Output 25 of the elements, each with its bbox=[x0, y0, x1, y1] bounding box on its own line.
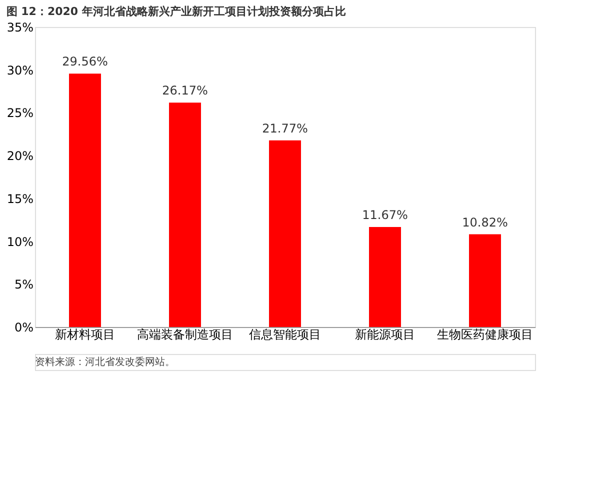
data-label: 11.67% bbox=[362, 208, 408, 222]
data-label: 29.56% bbox=[62, 54, 108, 69]
data-label: 26.17% bbox=[162, 84, 208, 98]
y-tick-label: 30% bbox=[6, 63, 34, 78]
text: 资料来源：河北省发改委网站。 bbox=[35, 356, 175, 368]
bar bbox=[369, 226, 401, 327]
y-tick-label: 15% bbox=[6, 192, 34, 206]
y-tick-label: 5% bbox=[14, 278, 34, 292]
y-tick-label: 0% bbox=[14, 320, 34, 334]
bar bbox=[269, 140, 301, 327]
bar bbox=[69, 74, 101, 327]
data-label: 10.82% bbox=[462, 215, 508, 230]
y-tick-label: 20% bbox=[6, 149, 34, 164]
y-tick-label: 35% bbox=[6, 20, 34, 34]
y-tick-label: 10% bbox=[6, 234, 34, 249]
x-tick-label: 新能源项目 bbox=[355, 328, 415, 342]
chart-title: 图 12：2020 年河北省战略新兴产业新开工项目计划投资额分项占比 bbox=[6, 5, 346, 18]
x-tick-label: 生物医药健康项目 bbox=[437, 328, 533, 342]
bar bbox=[469, 234, 501, 327]
x-tick-label: 信息智能项目 bbox=[249, 328, 321, 342]
x-tick-label: 高端装备制造项目 bbox=[137, 328, 233, 342]
x-tick-label: 新材料项目 bbox=[55, 328, 115, 342]
data-label: 21.77% bbox=[262, 121, 308, 136]
y-tick-label: 25% bbox=[6, 106, 34, 120]
bar bbox=[169, 102, 201, 327]
